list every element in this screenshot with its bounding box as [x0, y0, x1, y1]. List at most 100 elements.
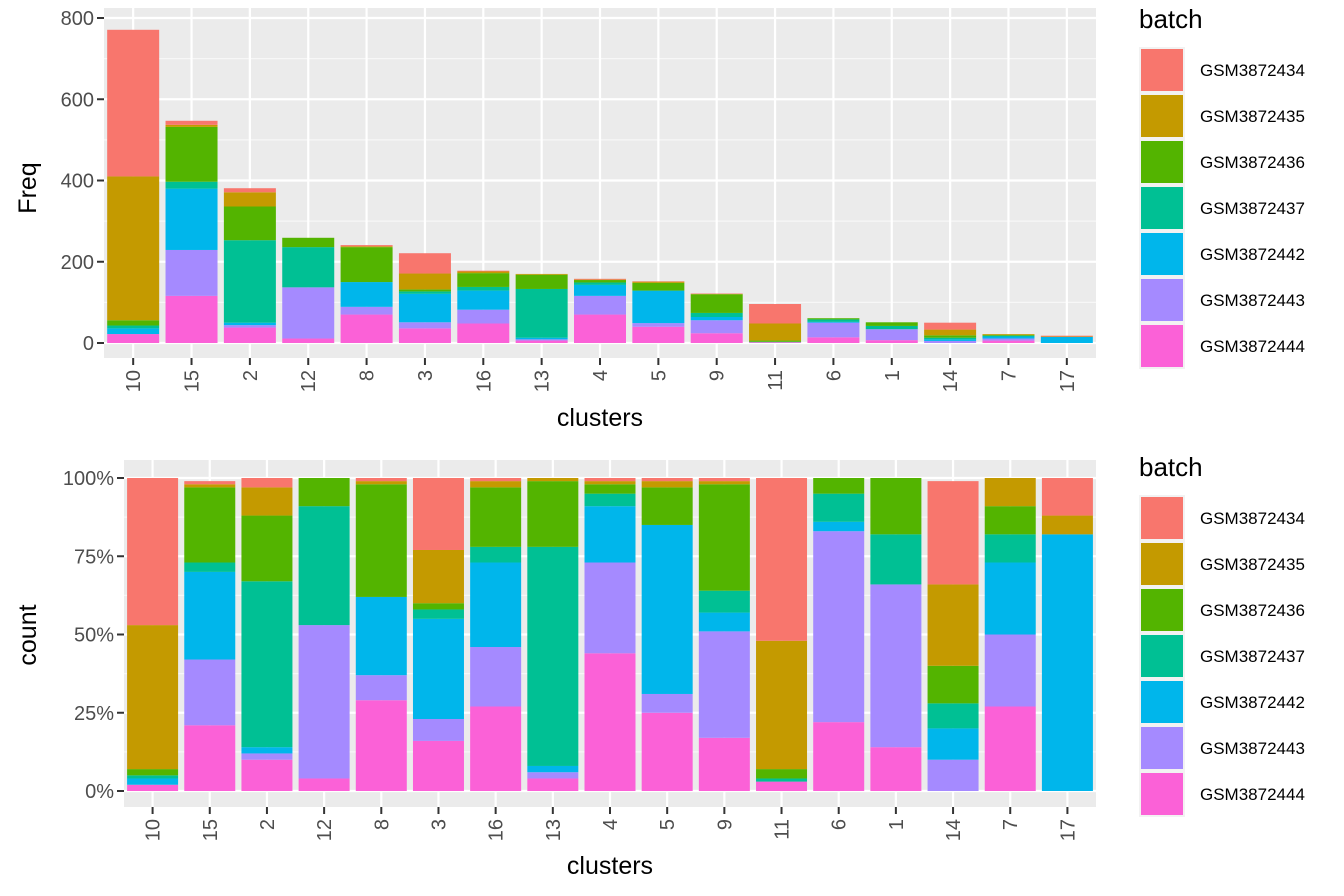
- bar-segment: [641, 478, 693, 482]
- legend-swatch: [1141, 773, 1183, 815]
- bar-segment: [632, 323, 685, 327]
- legend-label: GSM3872435: [1200, 107, 1305, 126]
- bar-segment: [984, 478, 1036, 507]
- bar-segment: [927, 665, 979, 704]
- bar-segment: [690, 333, 743, 343]
- bar-segment: [698, 631, 750, 738]
- bar-segment: [107, 325, 160, 329]
- bar-segment: [127, 478, 179, 626]
- legend-label: GSM3872444: [1200, 785, 1305, 804]
- bar-segment: [298, 625, 350, 779]
- x-tick-label: 6: [823, 370, 845, 381]
- legend-swatch: [1141, 95, 1183, 137]
- x-tick-label: 15: [200, 819, 222, 841]
- bar-segment: [515, 340, 568, 343]
- x-tick-label: 14: [943, 819, 965, 841]
- bar-segment: [927, 759, 979, 791]
- bar-segment: [457, 323, 510, 343]
- bar-segment: [241, 753, 293, 760]
- x-tick-label: 3: [415, 370, 437, 381]
- bar-segment: [982, 340, 1035, 343]
- x-tick-label: 8: [357, 370, 379, 381]
- x-tick-label: 12: [314, 819, 336, 841]
- legend-title: batch: [1139, 452, 1203, 482]
- x-tick-label: 4: [590, 370, 612, 381]
- bar-segment: [756, 769, 808, 779]
- legend-label: GSM3872436: [1200, 153, 1305, 172]
- bar-segment: [470, 481, 522, 488]
- bar-segment: [457, 286, 510, 291]
- bar-segment: [412, 719, 464, 741]
- bar-segment: [107, 176, 160, 321]
- bar-segment: [398, 322, 451, 329]
- bar-segment: [340, 247, 393, 283]
- bar-segment: [690, 294, 743, 313]
- bar-segment: [982, 338, 1035, 341]
- legend-label: GSM3872442: [1200, 245, 1305, 264]
- bar-segment: [457, 309, 510, 324]
- bar-segment: [632, 281, 685, 283]
- x-tick-label: 10: [143, 819, 165, 841]
- bar-segment: [457, 270, 510, 272]
- bar-segment: [412, 603, 464, 610]
- bar-segment: [241, 581, 293, 748]
- bar-segment: [165, 126, 218, 182]
- bar-segment: [241, 478, 293, 488]
- bar-segment: [340, 314, 393, 343]
- bar-segment: [223, 188, 276, 193]
- x-tick-label: 10: [123, 370, 145, 392]
- bar-segment: [698, 590, 750, 613]
- bar-segment: [1040, 336, 1093, 343]
- bar-segment: [241, 515, 293, 582]
- bar-segment: [527, 765, 579, 773]
- bar-segment: [470, 478, 522, 482]
- bar-segment: [698, 737, 750, 791]
- x-tick-label: 6: [829, 819, 851, 830]
- bar-segment: [184, 484, 236, 488]
- x-tick-label: 9: [714, 819, 736, 830]
- bar-segment: [184, 725, 236, 791]
- bar-segment: [574, 282, 626, 285]
- y-tick-label: 75%: [74, 546, 114, 568]
- legend-label: GSM3872442: [1200, 693, 1305, 712]
- bar-segment: [813, 521, 865, 532]
- legend-swatch: [1141, 141, 1183, 183]
- legend-swatch: [1141, 727, 1183, 769]
- bar-segment: [165, 181, 218, 189]
- bar-segment: [749, 304, 802, 324]
- y-tick-label: 800: [61, 8, 94, 30]
- bar-segment: [982, 334, 1035, 336]
- bar-segment: [584, 562, 636, 654]
- legend-swatch: [1141, 681, 1183, 723]
- bar-segment: [865, 322, 918, 326]
- bar-segment: [470, 487, 522, 547]
- y-tick-label: 100%: [63, 468, 114, 490]
- bar-segment: [584, 478, 636, 482]
- bar-segment: [807, 321, 860, 323]
- bar-segment: [298, 778, 350, 791]
- bar-segment: [165, 124, 218, 127]
- x-tick-label: 5: [648, 370, 670, 381]
- x-tick-label: 16: [473, 370, 495, 392]
- bar-segment: [574, 295, 626, 315]
- y-tick-label: 0%: [85, 781, 114, 803]
- bar-segment: [870, 478, 922, 535]
- bar-segment: [870, 584, 922, 748]
- legend-swatch: [1141, 635, 1183, 677]
- x-tick-label: 4: [600, 819, 622, 830]
- bar-segment: [127, 784, 179, 791]
- bar-segment: [807, 319, 860, 322]
- chart-2: 0% 25% 50% 75% 100% 10 15 2 12 8 3 16 13 4 5 9 11 6 1 14 7 17…: [14, 452, 1305, 880]
- x-tick-label: 8: [371, 819, 393, 830]
- bar-segment: [813, 531, 865, 723]
- x-axis-title: clusters: [567, 852, 653, 880]
- bar-segment: [184, 571, 236, 660]
- bar-segment: [813, 493, 865, 522]
- bar-segment: [223, 322, 276, 326]
- bar-segment: [698, 484, 750, 591]
- bar-segment: [982, 335, 1035, 337]
- bar-segment: [355, 596, 407, 676]
- bar-segment: [165, 120, 218, 125]
- bar-segment: [632, 290, 685, 324]
